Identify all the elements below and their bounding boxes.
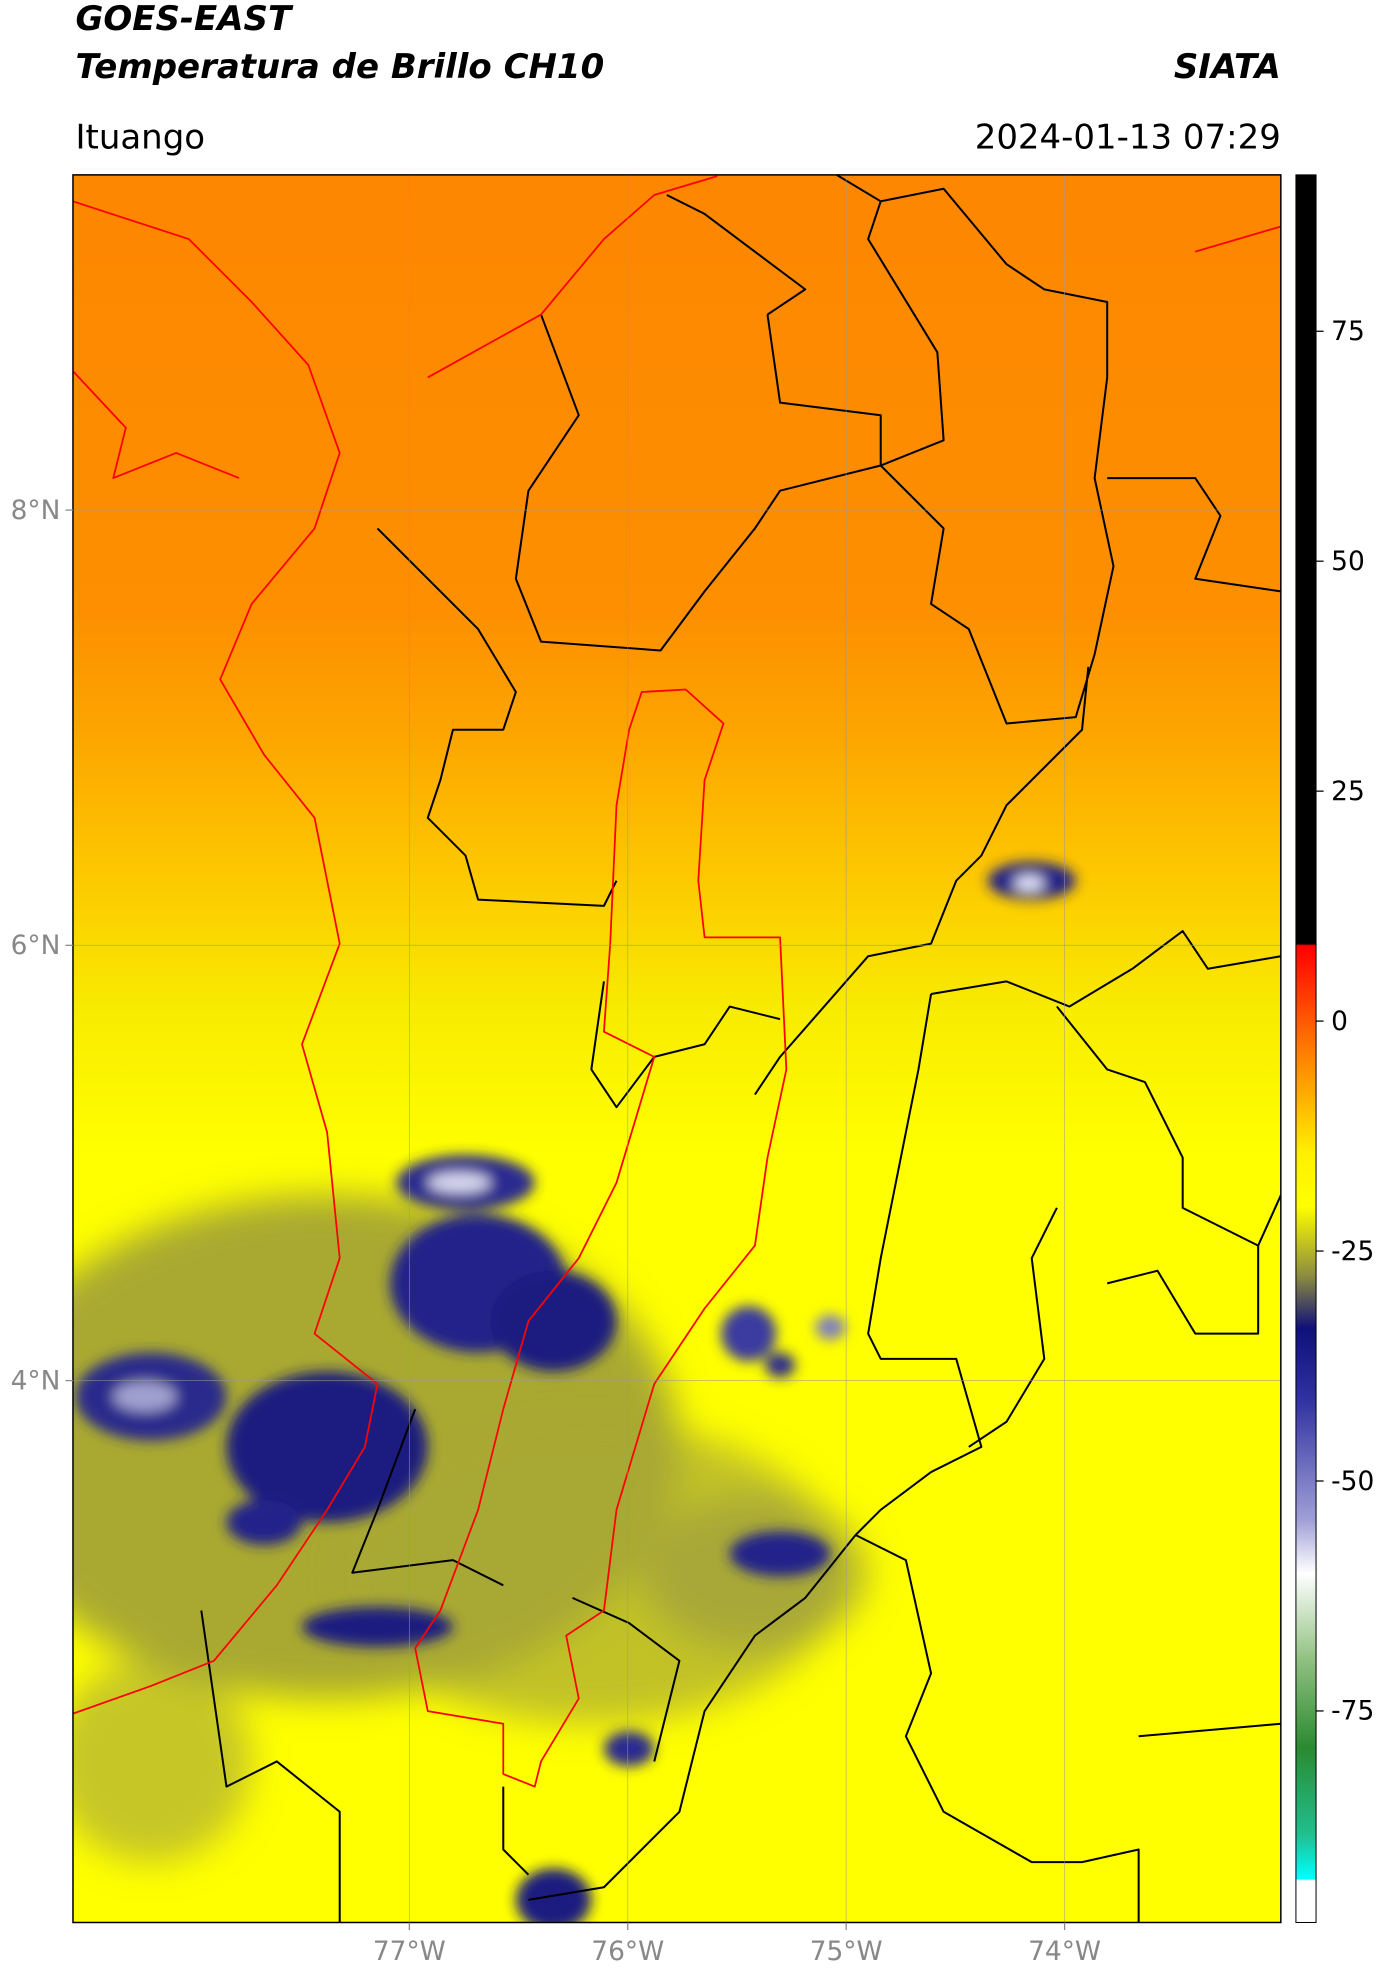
x-tick-label: 74°W <box>1028 1936 1101 1967</box>
colorbar-tick-label: 0 <box>1331 1006 1348 1037</box>
y-tick-label: 6°N <box>11 930 61 961</box>
title-line2: Temperatura de Brillo CH10 <box>75 47 604 87</box>
datetime: 2024-01-13 07:29 <box>975 117 1281 157</box>
grid <box>72 174 1281 1923</box>
map-frame <box>72 174 1282 1924</box>
cold-cores <box>75 861 1076 1923</box>
colorbar-tick-label: -75 <box>1331 1696 1374 1727</box>
y-tick-label: 4°N <box>11 1365 61 1396</box>
colorbar-tick-label: -50 <box>1331 1466 1374 1497</box>
colorbar-tick-label: 25 <box>1331 776 1365 807</box>
x-tick-label: 76°W <box>591 1936 664 1967</box>
map-area <box>72 174 1281 1923</box>
y-tick-label: 8°N <box>11 495 61 526</box>
x-tick-label: 75°W <box>810 1936 883 1967</box>
colorbar <box>1295 174 1317 1923</box>
borders <box>72 174 1281 1923</box>
colorbar-tick-label: 75 <box>1331 316 1365 347</box>
location: Ituango <box>75 117 205 157</box>
brand: SIATA <box>1174 47 1281 87</box>
colorbar-tick-label: -25 <box>1331 1236 1374 1267</box>
colorbar-tick-label: 50 <box>1331 546 1365 577</box>
title-line1: GOES-EAST <box>75 0 293 39</box>
x-tick-label: 77°W <box>373 1936 446 1967</box>
